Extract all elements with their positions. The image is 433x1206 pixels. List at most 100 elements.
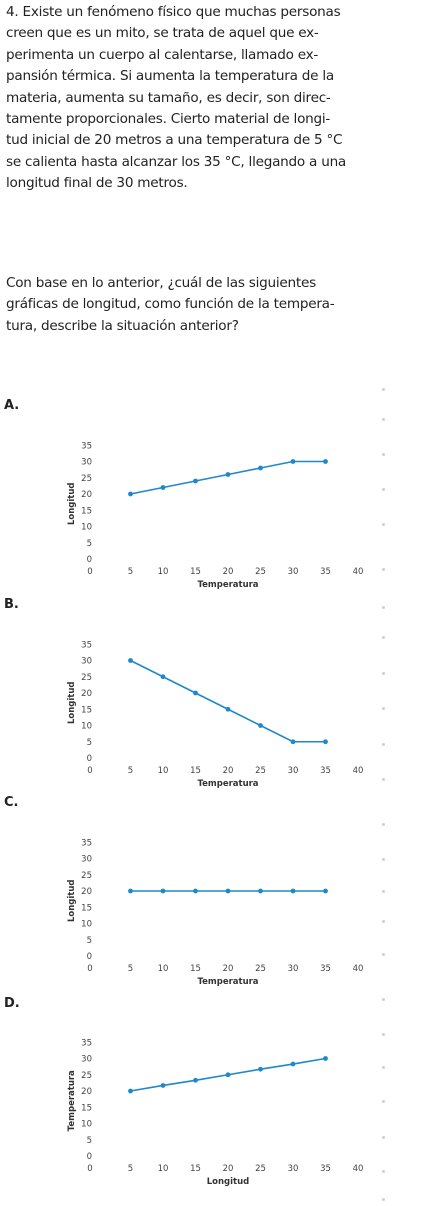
margin-dot	[382, 1136, 385, 1139]
x-tick-label: 20	[223, 766, 234, 776]
x-tick-label: 10	[158, 1164, 169, 1174]
data-point	[323, 888, 328, 894]
x-tick-label: 20	[223, 1164, 234, 1174]
data-point	[290, 1061, 296, 1067]
x-tick-label: 15	[190, 766, 201, 776]
x-tick-label: 20	[223, 964, 234, 974]
x-axis-title: Temperatura	[197, 977, 258, 987]
x-axis-title: Temperatura	[197, 779, 258, 789]
y-tick-label: 0	[87, 1152, 92, 1162]
y-axis-title: Temperatura	[67, 1070, 77, 1131]
chart-option-c[interactable]: 0 5 10 15 20 25 30 35 0 5 10 15 20 25 30 35 40 Temperatur…	[26, 822, 376, 994]
x-tick-label: 0	[87, 1164, 92, 1174]
x-tick-label: 15	[190, 964, 201, 974]
data-point	[193, 478, 198, 484]
y-tick-label: 0	[87, 555, 92, 565]
x-tick-label: 5	[128, 1164, 133, 1174]
margin-dot	[382, 488, 385, 491]
prompt-line: gráficas de longitud, como función de la…	[6, 296, 335, 313]
y-tick-label: 5	[87, 539, 92, 549]
data-point	[160, 674, 166, 680]
x-tick-label: 5	[128, 964, 133, 974]
option-a-label[interactable]: A.	[4, 398, 20, 413]
x-tick-label: 35	[320, 1164, 331, 1174]
series-line	[130, 659, 326, 743]
y-tick-label: 25	[81, 474, 92, 484]
y-tick-label: 25	[81, 871, 92, 881]
question-prompt: Con base en lo anterior, ¿cuál de las si…	[6, 273, 424, 337]
x-tick-label: 30	[288, 964, 299, 974]
x-tick-label: 25	[255, 964, 266, 974]
question-line: tamente proporcionales. Cierto material …	[6, 111, 331, 128]
margin-dot	[382, 606, 385, 609]
chart-option-d[interactable]: 0 5 10 15 20 25 30 35 0 5 10 15 20 25 30 35 40 Longitud Te…	[26, 1022, 376, 1194]
data-point	[128, 491, 133, 497]
y-tick-label: 15	[81, 1103, 92, 1113]
margin-dot	[382, 1170, 385, 1173]
x-axis-title: Longitud	[207, 1177, 250, 1187]
x-tick-label: 15	[190, 567, 201, 577]
y-tick-label: 15	[81, 705, 92, 715]
question-line: materia, aumenta su tamaño, es decir, so…	[6, 89, 331, 106]
margin-dot	[382, 453, 385, 456]
question-line: longitud final de 30 metros.	[6, 175, 188, 192]
data-point	[160, 485, 166, 490]
y-tick-label: 10	[81, 722, 92, 732]
x-tick-label: 10	[158, 964, 169, 974]
margin-dot	[382, 920, 385, 923]
y-tick-label: 30	[81, 1055, 92, 1065]
margin-dot	[382, 418, 385, 421]
question-line: pansión térmica. Si aumenta la temperatu…	[6, 68, 334, 85]
chart-option-b[interactable]: 0 5 10 15 20 25 30 35 0 5 10 15 20 25 30 35 40 Temperatur…	[26, 624, 376, 796]
x-tick-label: 20	[223, 567, 234, 577]
x-tick-label: 30	[288, 567, 299, 577]
data-point	[258, 723, 263, 728]
y-tick-label: 25	[81, 1071, 92, 1081]
question-line: se calienta hasta alcanzar los 35 °C, ll…	[6, 153, 347, 170]
prompt-line: tura, describe la situación anterior?	[6, 317, 239, 334]
data-point	[258, 465, 263, 471]
x-tick-label: 25	[255, 766, 266, 776]
margin-dot	[382, 953, 385, 956]
y-tick-label: 20	[81, 490, 92, 500]
margin-dot	[382, 1198, 385, 1201]
margin-dot	[382, 1066, 385, 1069]
y-tick-label: 30	[81, 855, 92, 865]
question-text: 4. Existe un fenómeno físico que muchas …	[6, 2, 424, 195]
data-point	[193, 690, 198, 696]
x-tick-label: 5	[128, 766, 133, 776]
x-tick-label: 40	[353, 766, 364, 776]
data-point	[193, 1077, 198, 1083]
option-b-label[interactable]: B.	[4, 597, 19, 612]
x-tick-label: 35	[320, 964, 331, 974]
y-tick-label: 5	[87, 738, 92, 748]
data-point	[128, 658, 133, 663]
chart-option-a[interactable]: 0 5 10 15 20 25 30 35 0 5 10 15 20 25 30 35 40 Temperatur…	[26, 425, 376, 597]
margin-dot	[382, 998, 385, 1001]
data-point	[290, 888, 296, 894]
x-tick-label: 10	[158, 567, 169, 577]
data-point	[258, 888, 263, 894]
margin-dot	[382, 1033, 385, 1036]
margin-dot	[382, 707, 385, 710]
margin-dot	[382, 636, 385, 639]
x-tick-label: 35	[320, 766, 331, 776]
data-point	[323, 1056, 328, 1061]
x-tick-label: 0	[87, 766, 92, 776]
y-tick-label: 20	[81, 1087, 92, 1097]
y-tick-label: 35	[81, 1038, 92, 1048]
option-c-label[interactable]: C.	[4, 795, 19, 810]
y-axis-title: Longitud	[67, 879, 77, 922]
x-axis-title: Temperatura	[197, 580, 258, 590]
question-line: perimenta un cuerpo al calentarse, llama…	[6, 46, 319, 63]
y-tick-label: 0	[87, 754, 92, 764]
x-tick-label: 40	[353, 964, 364, 974]
data-point	[290, 739, 296, 745]
data-point	[225, 888, 231, 894]
x-tick-label: 30	[288, 1164, 299, 1174]
option-d-label[interactable]: D.	[4, 996, 20, 1011]
y-tick-label: 35	[81, 838, 92, 848]
x-tick-label: 10	[158, 766, 169, 776]
y-tick-label: 10	[81, 1120, 92, 1130]
margin-dot	[382, 858, 385, 861]
